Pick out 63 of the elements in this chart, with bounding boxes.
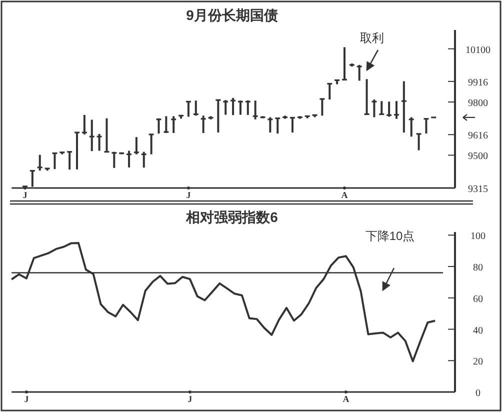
candlestick [104, 117, 110, 154]
candlestick [386, 100, 392, 118]
candlestick [245, 99, 250, 116]
candlestick [372, 98, 377, 118]
candlestick [364, 78, 370, 116]
candlestick [148, 132, 154, 156]
candlestick [342, 46, 347, 81]
y-tick-label: 40 [473, 325, 483, 336]
candlestick [416, 132, 422, 152]
candlestick [171, 115, 176, 134]
y-tick-label: 9616 [468, 130, 488, 142]
candlestick [193, 100, 198, 117]
candlestick [74, 131, 80, 170]
candlestick [164, 115, 169, 134]
candlestick [134, 136, 139, 156]
candlestick [82, 114, 87, 136]
candlestick [156, 117, 162, 135]
candlestick [200, 114, 206, 134]
candlestick [67, 150, 72, 171]
candlestick [141, 150, 146, 169]
x-tick-label: J [186, 190, 192, 200]
candlestick [394, 100, 399, 120]
candlestick [327, 82, 332, 101]
candlestick [186, 100, 191, 118]
candlestick [37, 154, 42, 172]
y-tick-label: 60 [473, 294, 483, 305]
candlestick [96, 132, 102, 152]
x-tick-label: A [341, 190, 348, 200]
chart-title: 9月份长期国债 [186, 7, 278, 23]
candlestick [89, 118, 94, 152]
x-tick-label: J [22, 190, 28, 200]
candlestick [268, 116, 273, 134]
y-tick-label: 10100 [466, 44, 490, 56]
y-tick-label: 9800 [468, 98, 488, 109]
candlestick [216, 98, 221, 134]
candlestick [252, 100, 258, 120]
x-tick-label: A [342, 394, 350, 404]
candlestick [223, 99, 228, 116]
candlestick [230, 96, 236, 116]
candlestick [52, 152, 58, 170]
annotation: 下降10点 [365, 229, 415, 243]
candlestick [320, 97, 325, 117]
candlestick [290, 116, 295, 134]
y-tick-label: 100 [470, 231, 486, 242]
annotation: 取利 [360, 31, 384, 45]
candlestick [238, 100, 243, 116]
candlestick [401, 80, 406, 134]
x-tick-label: J [188, 394, 193, 404]
y-tick-label: 9916 [468, 77, 488, 88]
chart-title: 相对强弱指数6 [185, 209, 278, 225]
y-tick-label: 0 [476, 388, 480, 399]
candlestick [379, 100, 384, 116]
y-tick-label: 20 [473, 356, 483, 368]
candlestick [424, 117, 429, 135]
y-tick-label: 9315 [468, 184, 488, 195]
y-tick-label: 9500 [468, 151, 488, 162]
candlestick [112, 150, 117, 169]
candlestick [126, 150, 132, 168]
candlestick [275, 116, 280, 135]
x-tick-label: J [24, 394, 30, 404]
candlestick [408, 116, 414, 138]
candlestick [356, 64, 362, 82]
y-tick-label: 80 [473, 262, 483, 274]
